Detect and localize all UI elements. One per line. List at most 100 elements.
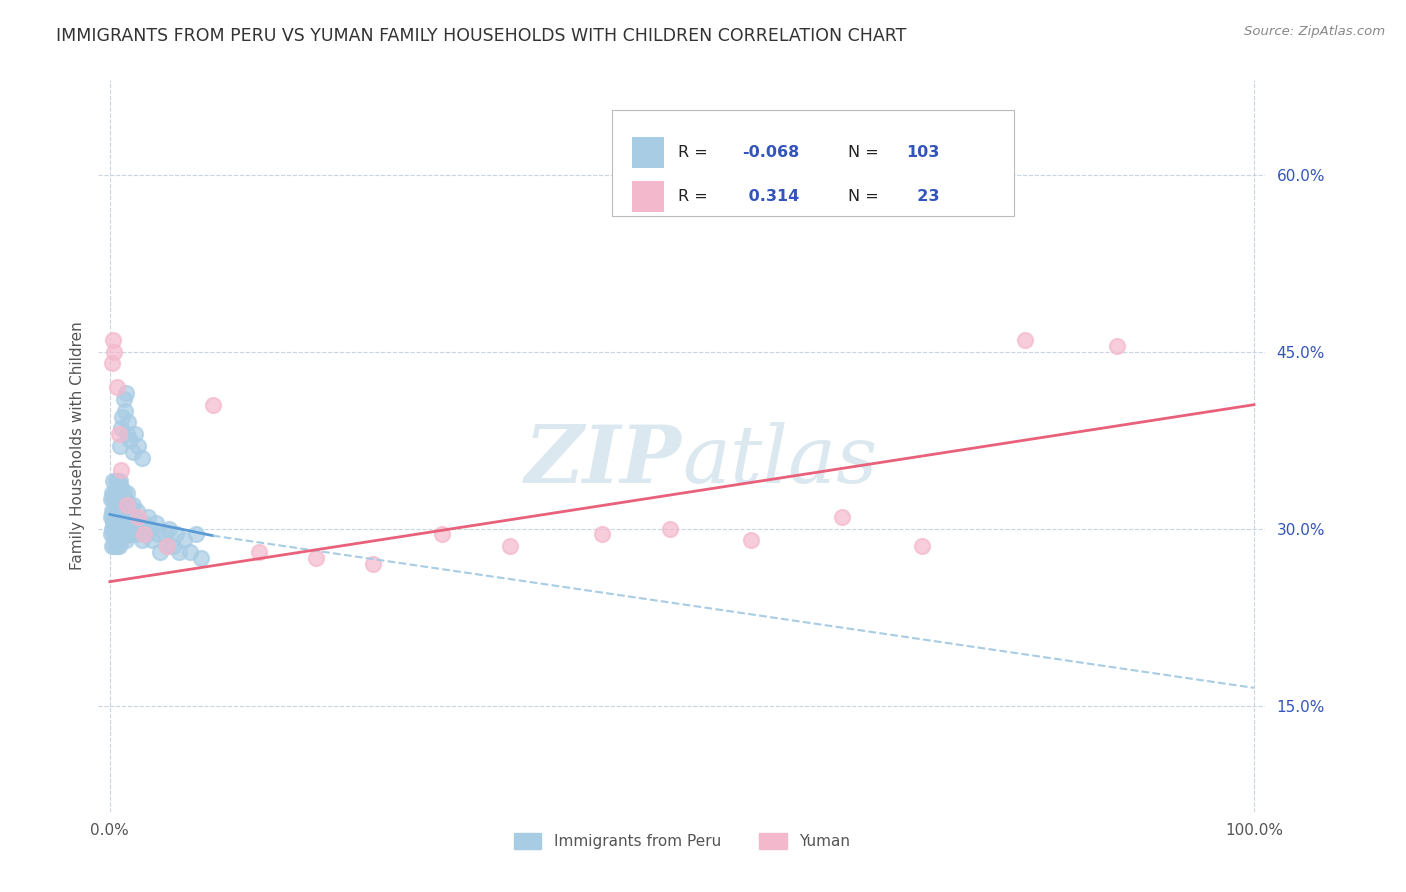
- Point: [108, 475, 131, 489]
- Point: [114, 492, 136, 507]
- Point: [1014, 333, 1036, 347]
- Point: [104, 509, 127, 524]
- Point: [125, 527, 148, 541]
- Point: [149, 545, 172, 559]
- Point: [112, 486, 135, 500]
- Point: [659, 522, 682, 536]
- Bar: [631, 137, 665, 168]
- Point: [118, 516, 141, 530]
- Text: 103: 103: [905, 145, 939, 161]
- Point: [103, 486, 125, 500]
- Point: [145, 516, 167, 530]
- Point: [111, 409, 134, 424]
- Legend: Immigrants from Peru, Yuman: Immigrants from Peru, Yuman: [508, 827, 856, 855]
- Point: [114, 527, 136, 541]
- Point: [120, 527, 142, 541]
- Point: [114, 509, 136, 524]
- Text: N =: N =: [848, 145, 883, 161]
- Point: [103, 333, 125, 347]
- Point: [305, 551, 328, 566]
- Text: atlas: atlas: [682, 422, 877, 500]
- Point: [110, 480, 132, 494]
- Point: [103, 516, 125, 530]
- Point: [101, 356, 124, 370]
- Point: [911, 539, 934, 553]
- Point: [103, 539, 125, 553]
- Point: [101, 486, 124, 500]
- Point: [127, 504, 149, 518]
- Point: [141, 533, 163, 548]
- Point: [115, 385, 138, 400]
- Point: [108, 539, 131, 553]
- Point: [247, 545, 270, 559]
- Point: [190, 551, 212, 566]
- Bar: [631, 181, 665, 212]
- Point: [110, 533, 132, 548]
- Point: [135, 527, 157, 541]
- Point: [156, 539, 179, 553]
- Point: [121, 445, 143, 459]
- Text: IMMIGRANTS FROM PERU VS YUMAN FAMILY HOUSEHOLDS WITH CHILDREN CORRELATION CHART: IMMIGRANTS FROM PERU VS YUMAN FAMILY HOU…: [56, 27, 907, 45]
- Text: R =: R =: [679, 189, 718, 204]
- Point: [112, 392, 135, 406]
- Point: [131, 450, 153, 465]
- Point: [167, 545, 190, 559]
- Point: [105, 504, 128, 518]
- Point: [740, 533, 762, 548]
- Point: [136, 509, 159, 524]
- Text: 23: 23: [905, 189, 939, 204]
- Point: [105, 522, 128, 536]
- Text: -0.068: -0.068: [742, 145, 800, 161]
- Point: [108, 504, 131, 518]
- Point: [157, 522, 180, 536]
- Point: [104, 475, 127, 489]
- Point: [101, 539, 124, 553]
- Point: [591, 527, 613, 541]
- Point: [121, 498, 143, 512]
- Point: [499, 539, 522, 553]
- Point: [361, 557, 384, 571]
- Point: [104, 527, 127, 541]
- Point: [1105, 339, 1128, 353]
- Point: [110, 462, 132, 476]
- Point: [105, 486, 128, 500]
- Point: [201, 398, 224, 412]
- Point: [110, 498, 132, 512]
- Point: [111, 509, 134, 524]
- Point: [103, 492, 125, 507]
- Point: [107, 475, 129, 489]
- Point: [134, 527, 156, 541]
- Point: [165, 527, 187, 541]
- Point: [103, 527, 125, 541]
- Point: [127, 439, 149, 453]
- Point: [104, 492, 127, 507]
- Point: [103, 344, 125, 359]
- Y-axis label: Family Households with Children: Family Households with Children: [69, 322, 84, 570]
- Point: [162, 539, 184, 553]
- Point: [430, 527, 453, 541]
- Point: [124, 509, 146, 524]
- Point: [103, 522, 125, 536]
- Point: [120, 433, 142, 447]
- Text: N =: N =: [848, 189, 883, 204]
- Point: [105, 380, 128, 394]
- Point: [121, 504, 143, 518]
- Point: [128, 522, 150, 536]
- Point: [101, 504, 124, 518]
- Point: [101, 522, 124, 536]
- Point: [108, 509, 131, 524]
- Point: [110, 421, 132, 435]
- Point: [831, 509, 853, 524]
- Point: [134, 516, 156, 530]
- Point: [104, 516, 127, 530]
- Point: [127, 509, 149, 524]
- Point: [131, 533, 153, 548]
- Point: [115, 427, 138, 442]
- FancyBboxPatch shape: [612, 110, 1015, 216]
- Point: [124, 427, 146, 442]
- Point: [108, 486, 131, 500]
- Point: [108, 439, 131, 453]
- Point: [122, 522, 145, 536]
- Point: [156, 539, 179, 553]
- Point: [153, 527, 176, 541]
